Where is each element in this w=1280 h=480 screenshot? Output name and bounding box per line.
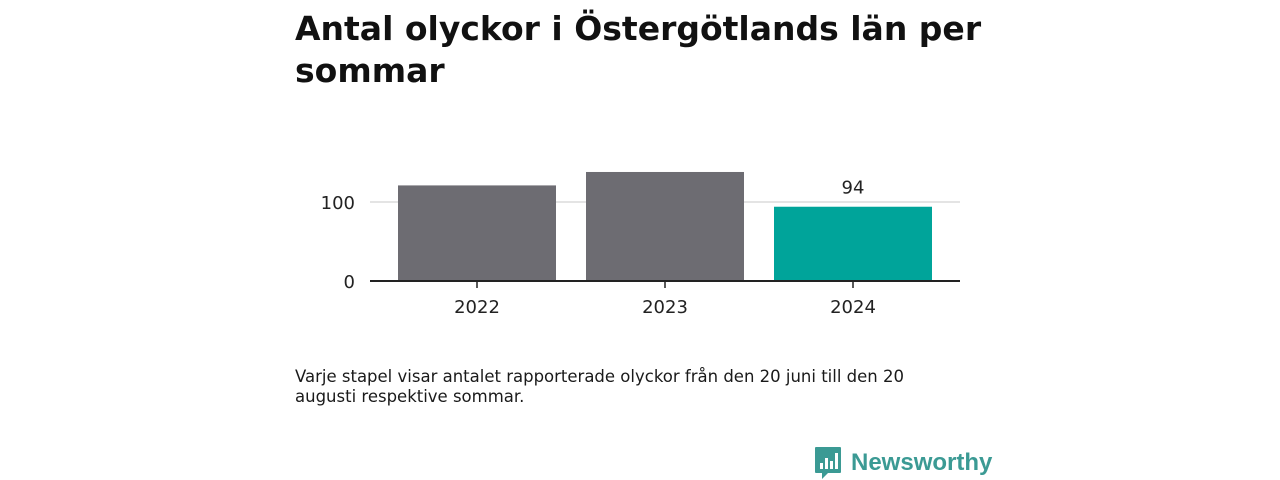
x-axis-ticks: 2022 2023 2024: [454, 281, 876, 318]
bar-2022: [398, 185, 556, 281]
y-axis-ticks: 0 100: [321, 193, 355, 293]
bar-chart: 0 100 2022 2023 2024 94: [321, 171, 960, 318]
data-labels: 94: [842, 178, 865, 199]
bar-2023: [586, 171, 744, 281]
x-tick-label: 2022: [454, 297, 500, 318]
chart-footnote: Varje stapel visar antalet rapporterade …: [295, 367, 905, 406]
x-tick-label: 2024: [830, 297, 876, 318]
bars: [398, 171, 932, 281]
newsworthy-logo-icon: [815, 447, 841, 479]
data-label: 94: [842, 178, 865, 199]
x-tick-label: 2023: [642, 297, 688, 318]
y-tick-label: 100: [321, 193, 355, 214]
brand-logo: Newsworthy: [814, 446, 992, 480]
bar-2024: [774, 206, 932, 281]
brand-name: Newsworthy: [851, 449, 993, 476]
y-tick-label: 0: [344, 272, 355, 293]
chart-title: Antal olyckor i Östergötlands län per so…: [295, 9, 982, 90]
